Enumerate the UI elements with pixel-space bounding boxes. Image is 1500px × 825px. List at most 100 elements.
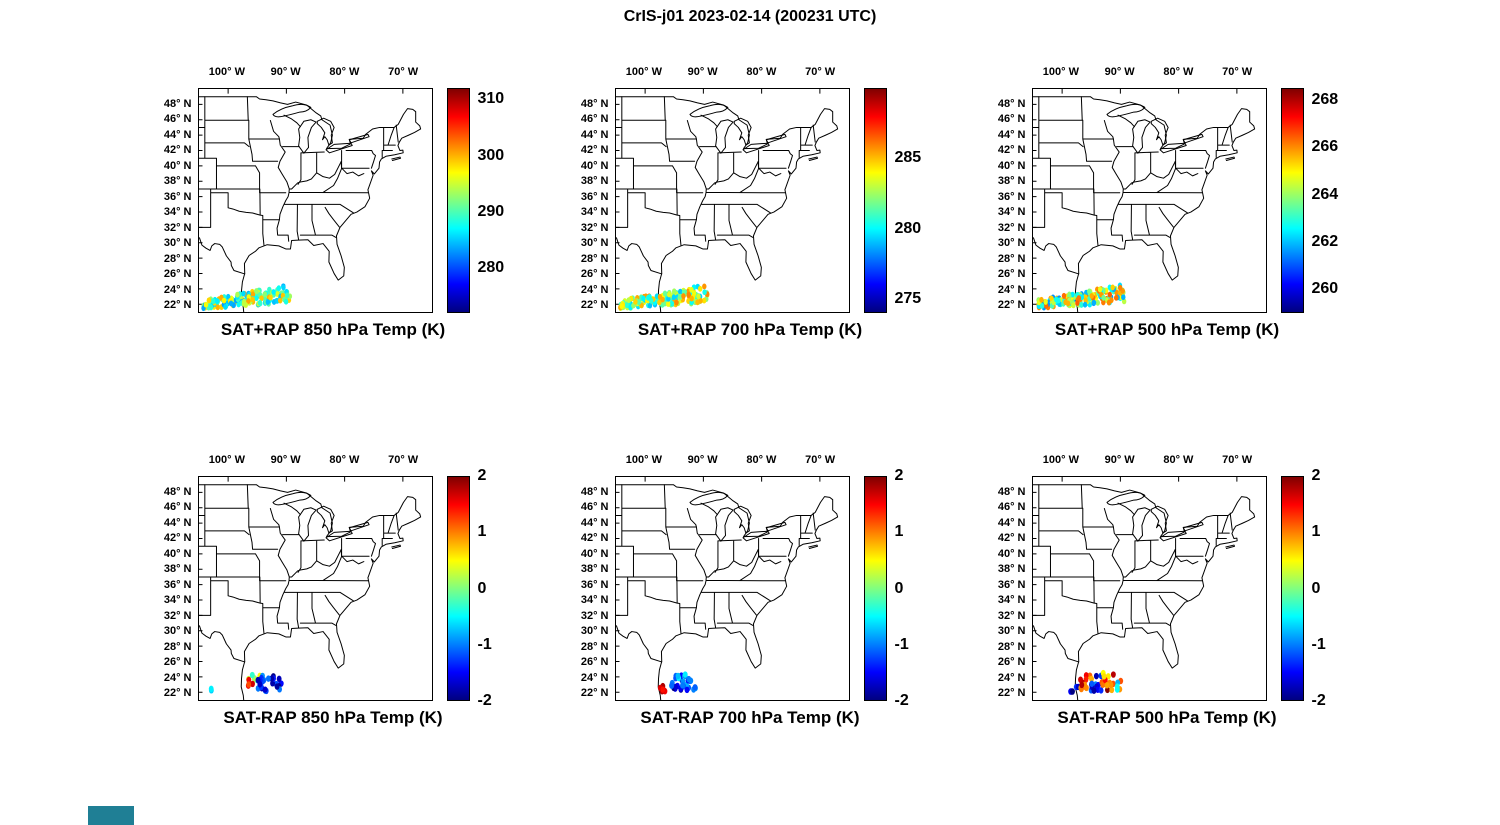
lon-tick-label: 100° W	[1042, 66, 1079, 78]
colorbar-tick-label: 280	[477, 259, 505, 276]
lat-tick-label: 28° N	[580, 252, 609, 265]
colorbar-tick-label: 0	[1311, 579, 1321, 597]
colorbar-gradient	[864, 477, 886, 700]
panel-sat-plus-rap-500: 100° W 90° W 80° W 70° W 48° N 46° N 44° N 42°…	[980, 64, 1355, 340]
lat-tick-label: 32° N	[580, 221, 609, 234]
scatter-points	[657, 671, 698, 695]
colorbar	[863, 476, 887, 701]
lat-tick-label: 22° N	[997, 299, 1026, 312]
lat-tick-label: 48° N	[163, 485, 192, 498]
lat-tick-label: 22° N	[163, 299, 192, 312]
colorbar-tick-label: 264	[1311, 185, 1339, 203]
lon-tick-label: 80° W	[746, 454, 777, 466]
colorbar-tick-label: 0	[477, 579, 487, 597]
lat-axis-labels: 48° N 46° N 44° N 42° N 40° N 38° N 36° N 34° N…	[563, 476, 609, 701]
colorbar	[1280, 88, 1304, 313]
colorbar	[863, 88, 887, 313]
colorbar-tick-label: 1	[1311, 523, 1321, 541]
lat-tick-label: 28° N	[580, 640, 609, 653]
lat-tick-label: 32° N	[997, 221, 1026, 234]
lat-tick-label: 44° N	[163, 516, 192, 529]
panel-title: SAT+RAP 500 hPa Temp (K)	[1054, 320, 1280, 339]
lat-tick-label: 38° N	[163, 563, 192, 576]
lat-tick-label: 40° N	[997, 159, 1026, 172]
lat-tick-label: 30° N	[997, 625, 1026, 638]
lat-tick-label: 40° N	[163, 547, 192, 560]
lat-tick-label: 30° N	[163, 237, 192, 250]
lat-axis-labels: 48° N 46° N 44° N 42° N 40° N 38° N 36° N 34° N…	[563, 88, 609, 313]
lat-tick-label: 34° N	[163, 206, 192, 219]
lat-tick-label: 38° N	[997, 563, 1026, 576]
lon-tick-label: 70° W	[388, 66, 419, 78]
panel-grid: 100° W 90° W 80° W 70° W 48° N 46° N 44° N 42°…	[0, 64, 1500, 728]
lon-axis-labels: 100° W 90° W 80° W 70° W	[1032, 66, 1267, 84]
colorbar-tick-label: 1	[477, 523, 487, 541]
lat-tick-label: 36° N	[997, 190, 1026, 203]
scatter-points	[200, 283, 292, 312]
lat-tick-label: 26° N	[163, 656, 192, 669]
panel-sat-plus-rap-700: 100° W 90° W 80° W 70° W 48° N 46° N 44° N 42°…	[563, 64, 938, 340]
lat-tick-label: 22° N	[997, 687, 1026, 700]
lon-axis-labels: 100° W 90° W 80° W 70° W	[615, 454, 850, 472]
lon-tick-label: 100° W	[1042, 454, 1079, 466]
scatter-points	[208, 671, 284, 695]
lat-tick-label: 26° N	[580, 268, 609, 281]
lat-tick-label: 22° N	[580, 299, 609, 312]
colorbar-tick-label: -1	[894, 635, 909, 653]
lat-tick-label: 40° N	[163, 159, 192, 172]
panel-sat-minus-rap-500: 100° W 90° W 80° W 70° W 48° N 46° N 44° N 42°…	[980, 452, 1355, 728]
row-sat-minus-rap: 100° W 90° W 80° W 70° W 48° N 46° N 44° N 42°…	[0, 452, 1500, 728]
colorbar-tick-label: 300	[477, 146, 505, 164]
lat-tick-label: 46° N	[580, 501, 609, 514]
lat-tick-label: 22° N	[163, 687, 192, 700]
lon-tick-label: 70° W	[388, 454, 419, 466]
scatter-points	[617, 283, 709, 312]
lon-tick-label: 90° W	[270, 454, 301, 466]
panel-sat-minus-rap-700: 100° W 90° W 80° W 70° W 48° N 46° N 44° N 42°…	[563, 452, 938, 728]
lat-axis-labels: 48° N 46° N 44° N 42° N 40° N 38° N 36° N 34° N…	[980, 88, 1026, 313]
lat-axis-labels: 48° N 46° N 44° N 42° N 40° N 38° N 36° N 34° N…	[146, 476, 192, 701]
lat-tick-label: 30° N	[580, 625, 609, 638]
lon-tick-label: 100° W	[208, 454, 245, 466]
colorbar	[1280, 476, 1304, 701]
scatter-points	[1067, 669, 1123, 695]
lat-tick-label: 48° N	[580, 485, 609, 498]
plot-area: 100° W 90° W 80° W 70° W 48° N 46° N 44° N 42°…	[980, 64, 1355, 313]
lat-tick-label: 44° N	[163, 128, 192, 141]
lat-tick-label: 46° N	[163, 501, 192, 514]
lat-tick-label: 26° N	[997, 268, 1026, 281]
lon-tick-label: 80° W	[1163, 454, 1194, 466]
colorbar-tick-label: 275	[894, 289, 922, 307]
lat-tick-label: 44° N	[997, 516, 1026, 529]
colorbar-tick-label: 2	[1311, 467, 1321, 484]
lon-tick-label: 90° W	[1104, 454, 1135, 466]
colorbar-gradient	[447, 89, 469, 312]
lat-tick-label: 24° N	[163, 671, 192, 684]
lat-tick-label: 40° N	[580, 547, 609, 560]
us-map	[197, 476, 433, 701]
plot-area: 100° W 90° W 80° W 70° W 48° N 46° N 44° N 42°…	[146, 64, 521, 313]
lat-tick-label: 38° N	[997, 175, 1026, 188]
row-sat-plus-rap: 100° W 90° W 80° W 70° W 48° N 46° N 44° N 42°…	[0, 64, 1500, 340]
scatter-points	[1035, 282, 1126, 311]
lat-tick-label: 42° N	[163, 532, 192, 545]
lat-tick-label: 40° N	[580, 159, 609, 172]
colorbar-tick-label: 2	[477, 467, 487, 484]
colorbar-gradient	[1281, 89, 1303, 312]
colorbar-labels: 285 280 275	[895, 88, 938, 313]
lat-tick-label: 30° N	[580, 237, 609, 250]
lat-tick-label: 42° N	[997, 144, 1026, 157]
lat-tick-label: 42° N	[163, 144, 192, 157]
lat-tick-label: 26° N	[580, 656, 609, 669]
lat-tick-label: 38° N	[580, 175, 609, 188]
lon-tick-label: 100° W	[625, 454, 662, 466]
lat-tick-label: 36° N	[163, 578, 192, 591]
lat-tick-label: 30° N	[997, 237, 1026, 250]
panel-sat-minus-rap-850: 100° W 90° W 80° W 70° W 48° N 46° N 44° N 42°…	[146, 452, 521, 728]
lat-tick-label: 46° N	[997, 501, 1026, 514]
colorbar-tick-label: 2	[894, 467, 904, 484]
colorbar-tick-label: -2	[1311, 692, 1326, 709]
lat-tick-label: 32° N	[580, 609, 609, 622]
lon-tick-label: 70° W	[1222, 454, 1253, 466]
